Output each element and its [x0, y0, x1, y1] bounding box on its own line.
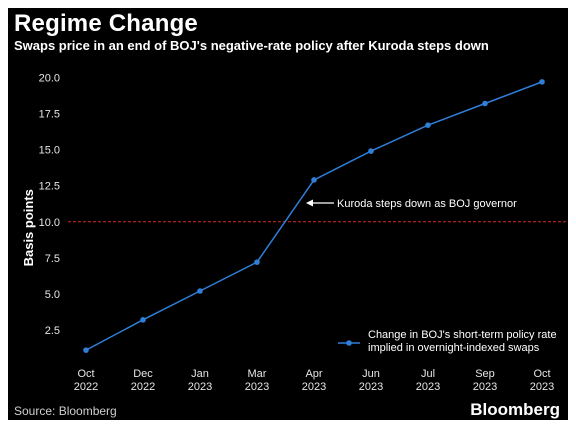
x-axis: Oct 2022 Dec 2022 Jan 2023 Mar 2023 Apr 2023 Jun 20…: [74, 368, 554, 393]
y-tick-label: 12.5: [39, 181, 60, 193]
data-point: [482, 100, 488, 107]
data-point: [425, 122, 431, 128]
y-tick-label: 20.0: [39, 73, 60, 85]
data-point: [368, 148, 374, 154]
data-point: [254, 259, 260, 265]
y-tick-label: 10.0: [39, 217, 60, 229]
y-tick-label: 5.0: [45, 289, 60, 301]
annotation-arrow-head: [306, 199, 313, 207]
bloomberg-logo: Bloomberg: [470, 400, 560, 419]
x-tick-label: Mar 2023: [245, 368, 269, 393]
x-tick-label: Dec 2022: [131, 368, 155, 393]
data-point: [197, 288, 203, 294]
line-chart: 2.5 5.0 7.5 10.0 12.5 15.0 17.5 20.0 Basis point…: [21, 73, 568, 393]
x-tick-label: Jun 2023: [359, 368, 383, 393]
y-tick-label: 2.5: [45, 325, 60, 337]
chart-subtitle: Swaps price in an end of BOJ's negative-…: [14, 38, 489, 53]
y-tick-label: 17.5: [39, 109, 60, 121]
x-tick-label: Sep 2023: [473, 368, 497, 393]
x-tick-label: Jan 2023: [188, 368, 212, 393]
x-tick-label: Apr 2023: [302, 368, 326, 393]
data-point: [140, 317, 146, 323]
data-point: [311, 177, 317, 183]
chart-panel: Regime Change Swaps price in an end of B…: [8, 8, 568, 420]
annotation-text: Kuroda steps down as BOJ governor: [337, 198, 517, 210]
legend: Change in BOJ's short-term policy rate im…: [338, 329, 557, 354]
data-point: [83, 347, 89, 353]
y-axis-title: Basis points: [21, 189, 36, 266]
data-point: [539, 79, 545, 85]
y-tick-label: 15.0: [39, 145, 60, 157]
chart-title: Regime Change: [14, 10, 198, 37]
x-tick-label: Oct 2023: [530, 368, 554, 393]
y-axis: 2.5 5.0 7.5 10.0 12.5 15.0 17.5 20.0 Basis point…: [21, 73, 60, 337]
x-tick-label: Jul 2023: [416, 368, 440, 393]
annotation-group: Kuroda steps down as BOJ governor: [306, 198, 517, 210]
legend-label: Change in BOJ's short-term policy rate im…: [368, 329, 557, 354]
x-tick-label: Oct 2022: [74, 368, 98, 393]
series-line: [85, 81, 543, 351]
series-group: [83, 79, 545, 353]
y-tick-label: 7.5: [45, 253, 60, 265]
source-note: Source: Bloomberg: [14, 404, 117, 418]
legend-swatch-marker: [346, 340, 352, 346]
